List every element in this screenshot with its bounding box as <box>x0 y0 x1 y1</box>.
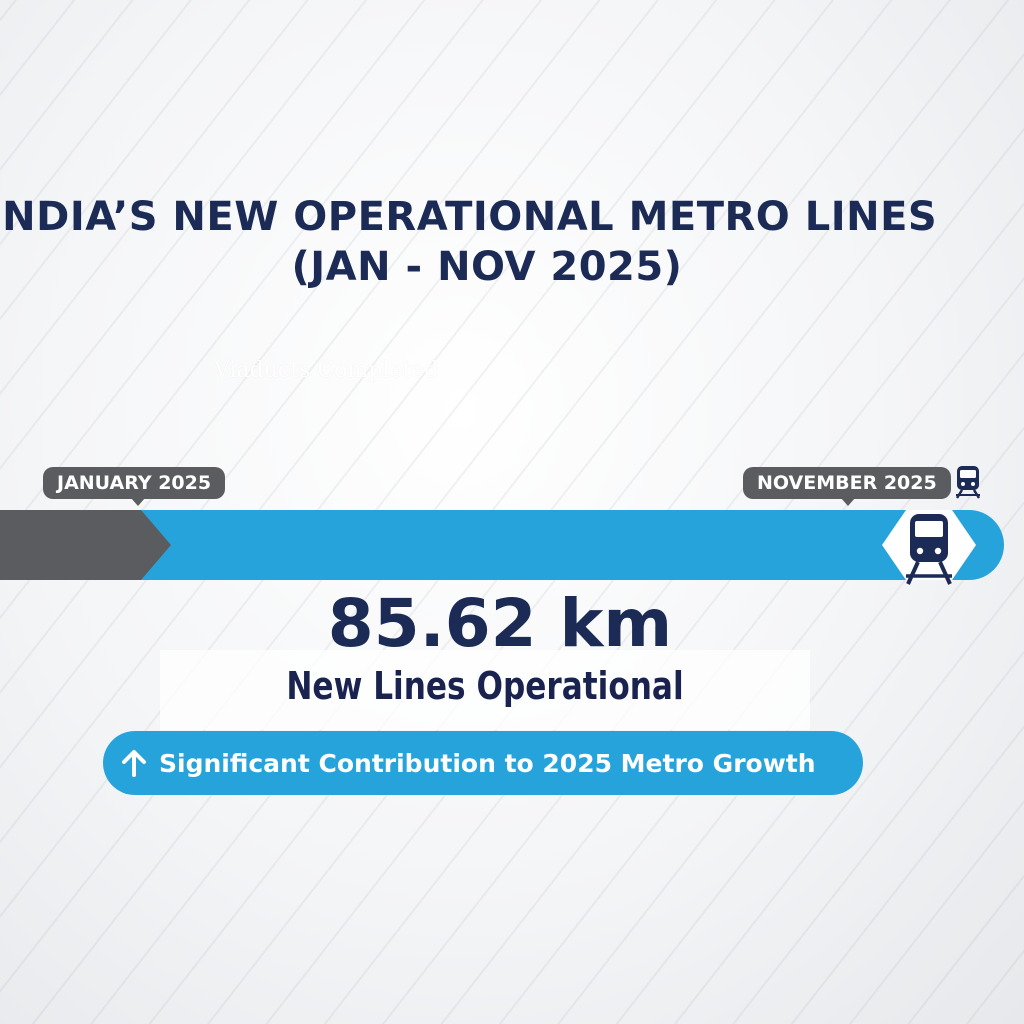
stat-label-panel <box>160 650 810 730</box>
banner-text: Significant Contribution to 2025 Metro G… <box>159 748 816 778</box>
timeline-bar <box>0 510 1004 580</box>
train-icon <box>955 466 981 499</box>
page-title: INDIA’S NEW OPERATIONAL METRO LINES <box>0 194 938 240</box>
growth-banner: Significant Contribution to 2025 Metro G… <box>103 731 863 795</box>
train-icon <box>882 510 976 585</box>
page-subtitle: (JAN - NOV 2025) <box>291 244 683 290</box>
distance-value: 85.62 km <box>327 585 673 662</box>
timeline-start-label: JANUARY 2025 <box>43 467 226 506</box>
timeline-track <box>0 510 1004 580</box>
arrow-up-icon <box>122 750 146 777</box>
viaducts-label: Viaducts Completed <box>214 358 439 383</box>
timeline-end-label: NOVEMBER 2025 <box>743 467 951 506</box>
distance-label: New Lines Operational <box>286 664 684 708</box>
timeline-progress-fill <box>0 510 171 580</box>
